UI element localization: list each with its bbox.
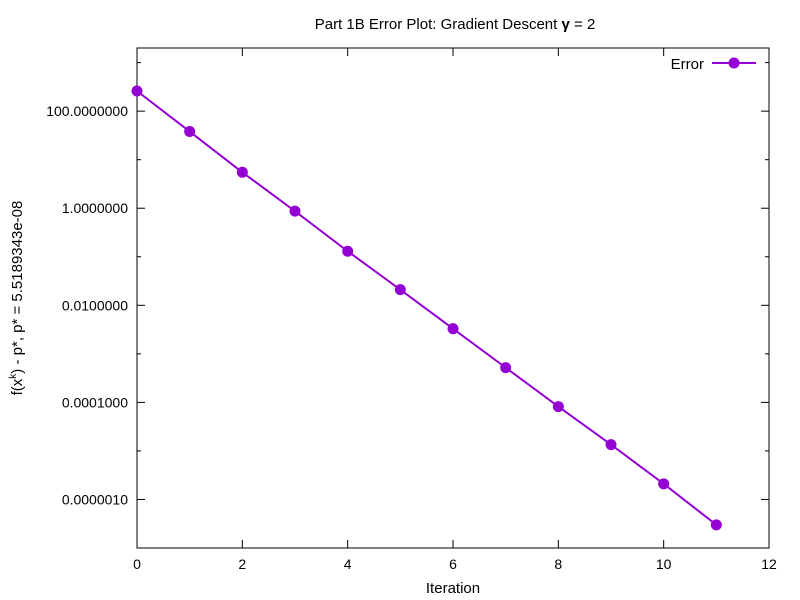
x-tick-label: 8 <box>554 556 562 572</box>
x-axis-label: Iteration <box>426 580 480 597</box>
data-point <box>289 205 301 217</box>
series-layer <box>131 85 722 531</box>
plot-frame <box>136 47 770 549</box>
y-tick-label: 0.0100000 <box>62 297 128 313</box>
y-tick-label: 1.0000000 <box>62 200 128 216</box>
data-point <box>710 519 722 531</box>
data-point <box>500 362 512 374</box>
x-tick-label: 2 <box>238 556 246 572</box>
x-tick-label: 12 <box>761 556 777 572</box>
legend-label-error: Error <box>671 56 704 73</box>
y-tick-label: 0.0000010 <box>62 491 128 507</box>
y-tick-label: 0.0001000 <box>62 394 128 410</box>
data-point <box>184 126 196 138</box>
y-axis-label: f(xk) - p*, p* = 5.5189343e-08 <box>8 201 26 396</box>
data-point <box>552 401 564 413</box>
y-axis-ticks: 100.0000000 1.0000000 0.0100000 0.0001000 0.… <box>46 62 769 549</box>
legend-marker-error <box>728 57 740 69</box>
data-point <box>342 245 354 257</box>
y-tick-label: 100.0000000 <box>46 103 128 119</box>
data-point <box>131 85 143 97</box>
x-tick-label: 6 <box>449 556 457 572</box>
x-tick-label: 10 <box>656 556 672 572</box>
legend: Error <box>671 56 756 73</box>
x-axis-ticks: 0 2 4 6 8 10 12 <box>133 48 777 572</box>
x-tick-label: 4 <box>344 556 352 572</box>
x-tick-label: 0 <box>133 556 141 572</box>
chart-title: Part 1B Error Plot: Gradient Descent γ =… <box>315 16 596 33</box>
series-line-error <box>136 90 717 526</box>
data-point <box>236 166 248 178</box>
data-point <box>658 478 670 490</box>
data-point <box>447 323 459 335</box>
data-point <box>605 439 617 451</box>
data-point <box>394 284 406 296</box>
